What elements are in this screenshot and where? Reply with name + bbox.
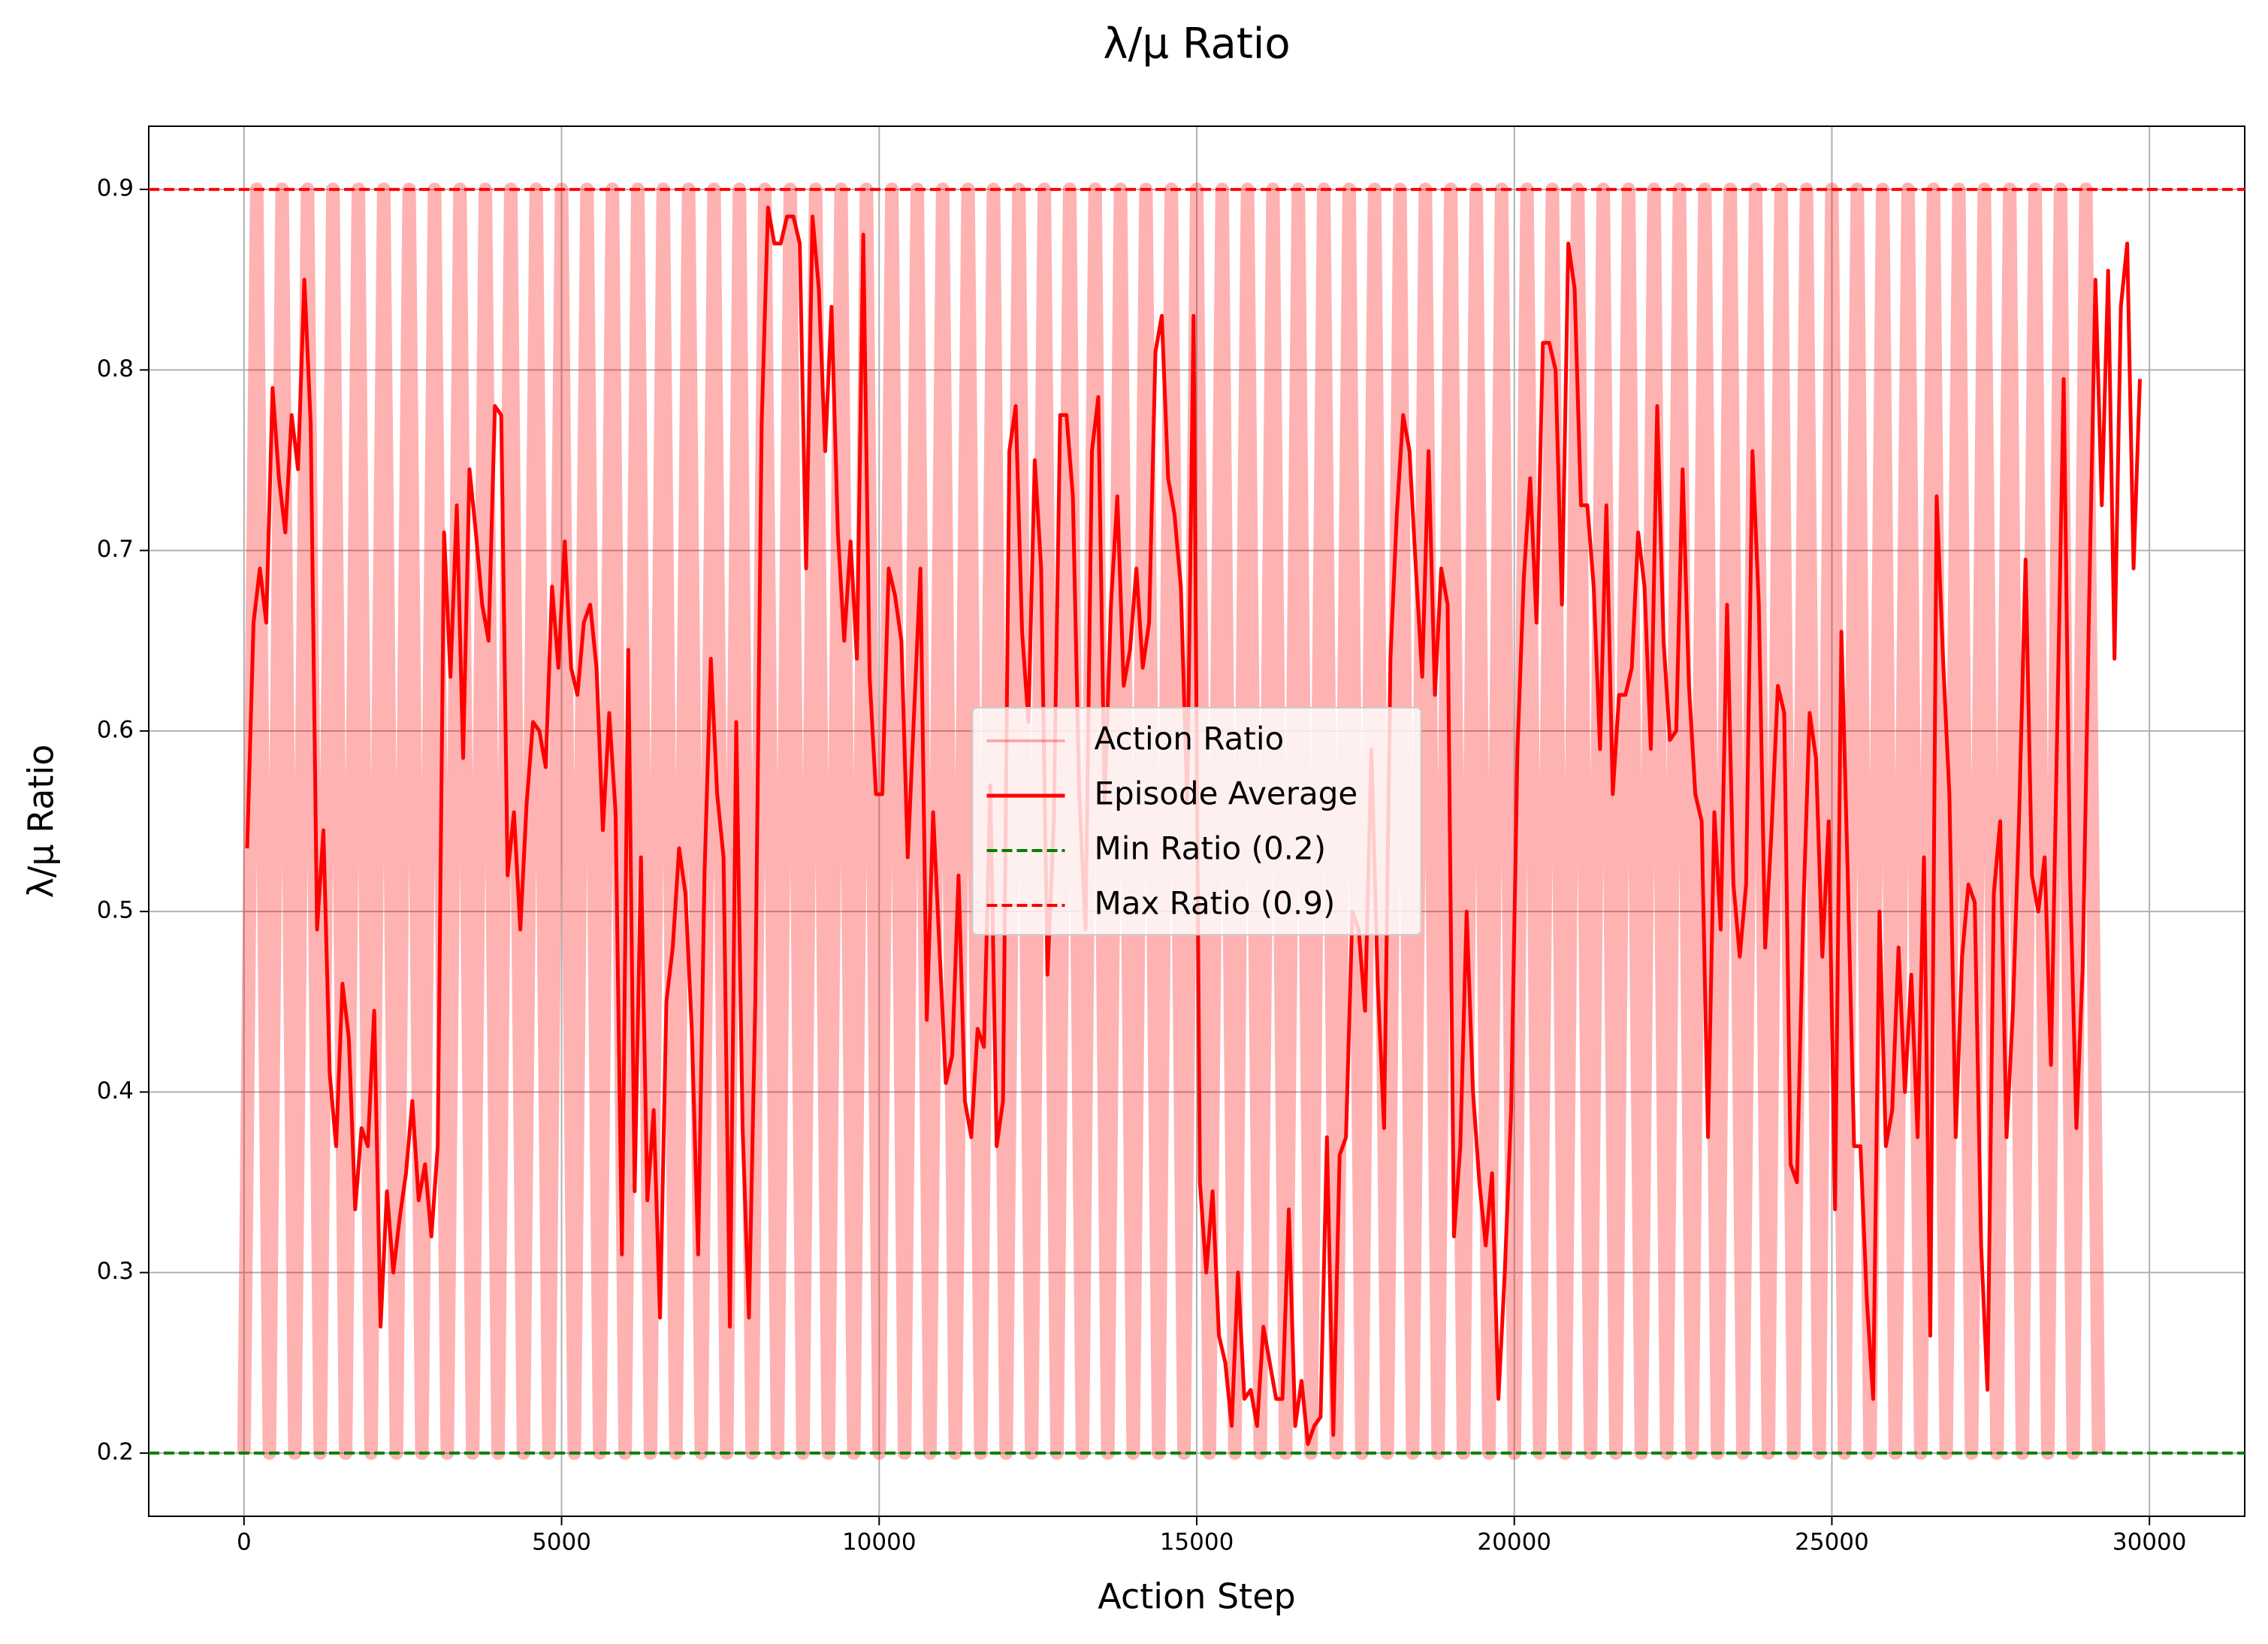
legend-label: Max Ratio (0.9) bbox=[1095, 885, 1336, 922]
ticks: 0 5000 10000 15000 20000 25000 30000 0.2 0.3 0.4 0… bbox=[97, 175, 2187, 1556]
legend-label: Min Ratio (0.2) bbox=[1095, 830, 1327, 867]
legend-label: Action Ratio bbox=[1095, 721, 1285, 757]
x-tick-label: 15000 bbox=[1160, 1529, 1234, 1556]
y-tick-label: 0.7 bbox=[97, 536, 134, 563]
y-tick-label: 0.9 bbox=[97, 175, 134, 202]
x-tick-label: 5000 bbox=[532, 1529, 591, 1556]
x-axis-label: Action Step bbox=[1098, 1576, 1295, 1617]
x-tick-label: 10000 bbox=[842, 1529, 917, 1556]
legend-label: Episode Average bbox=[1095, 775, 1358, 812]
chart-title: λ/μ Ratio bbox=[1103, 20, 1290, 68]
y-axis-label: λ/μ Ratio bbox=[21, 745, 62, 899]
y-tick-label: 0.8 bbox=[97, 355, 134, 382]
y-tick-label: 0.6 bbox=[97, 716, 134, 743]
y-tick-label: 0.4 bbox=[97, 1077, 134, 1105]
series-line bbox=[245, 205, 2142, 1446]
x-tick-label: 20000 bbox=[1477, 1529, 1551, 1556]
y-tick-label: 0.5 bbox=[97, 897, 134, 924]
y-tick-label: 0.3 bbox=[97, 1258, 134, 1285]
y-tick-label: 0.2 bbox=[97, 1438, 134, 1465]
x-tick-label: 25000 bbox=[1795, 1529, 1869, 1556]
legend: Action Ratio Episode Average Min Ratio (0.… bbox=[971, 707, 1422, 935]
x-tick-label: 30000 bbox=[2112, 1529, 2187, 1556]
legend-box bbox=[971, 707, 1422, 935]
x-tick-label: 0 bbox=[237, 1529, 252, 1556]
